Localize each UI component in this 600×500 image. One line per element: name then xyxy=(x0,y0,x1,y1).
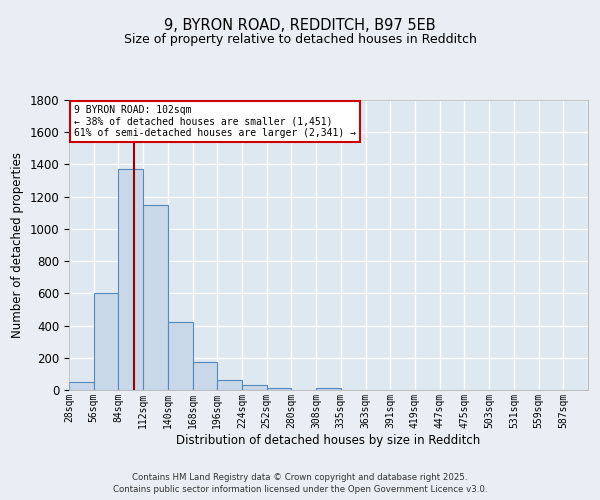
Bar xyxy=(69,382,94,390)
Text: Contains public sector information licensed under the Open Government Licence v3: Contains public sector information licen… xyxy=(113,485,487,494)
Text: 9, BYRON ROAD, REDDITCH, B97 5EB: 9, BYRON ROAD, REDDITCH, B97 5EB xyxy=(164,18,436,32)
Bar xyxy=(143,204,168,390)
Bar xyxy=(94,294,118,390)
X-axis label: Distribution of detached houses by size in Redditch: Distribution of detached houses by size … xyxy=(176,434,481,446)
Bar xyxy=(267,388,292,390)
Bar xyxy=(118,170,143,390)
Bar xyxy=(316,388,341,390)
Bar xyxy=(217,380,242,390)
Bar xyxy=(168,322,193,390)
Text: 9 BYRON ROAD: 102sqm
← 38% of detached houses are smaller (1,451)
61% of semi-de: 9 BYRON ROAD: 102sqm ← 38% of detached h… xyxy=(74,105,356,138)
Bar xyxy=(193,362,217,390)
Y-axis label: Number of detached properties: Number of detached properties xyxy=(11,152,24,338)
Text: Contains HM Land Registry data © Crown copyright and database right 2025.: Contains HM Land Registry data © Crown c… xyxy=(132,472,468,482)
Text: Size of property relative to detached houses in Redditch: Size of property relative to detached ho… xyxy=(124,32,476,46)
Bar xyxy=(242,385,267,390)
